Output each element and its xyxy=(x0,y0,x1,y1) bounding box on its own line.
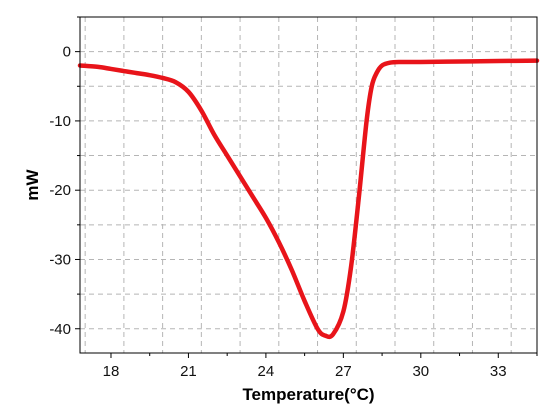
x-tick-label: 24 xyxy=(258,363,275,380)
series-layer xyxy=(77,58,540,340)
grid xyxy=(80,16,537,353)
ticks xyxy=(75,16,538,358)
y-tick-label: -30 xyxy=(49,251,71,268)
y-axis-title: mW xyxy=(23,168,42,200)
y-tick-label: 0 xyxy=(63,44,71,61)
x-tick-label: 30 xyxy=(412,363,429,380)
y-tick-label: -20 xyxy=(49,182,71,199)
x-tick-label: 27 xyxy=(335,363,352,380)
y-tick-label: -10 xyxy=(49,113,71,130)
y-tick-label: -40 xyxy=(49,321,71,338)
x-tick-label: 33 xyxy=(490,363,507,380)
x-tick-label: 18 xyxy=(103,363,120,380)
plot-frame xyxy=(79,16,538,354)
data-series-line xyxy=(77,58,540,340)
x-axis-title: Temperature(°C) xyxy=(242,385,374,404)
tick-labels: 18 21 24 27 30 33 0 -10 -20 -30 -40 xyxy=(49,44,506,380)
x-tick-label: 21 xyxy=(180,363,197,380)
